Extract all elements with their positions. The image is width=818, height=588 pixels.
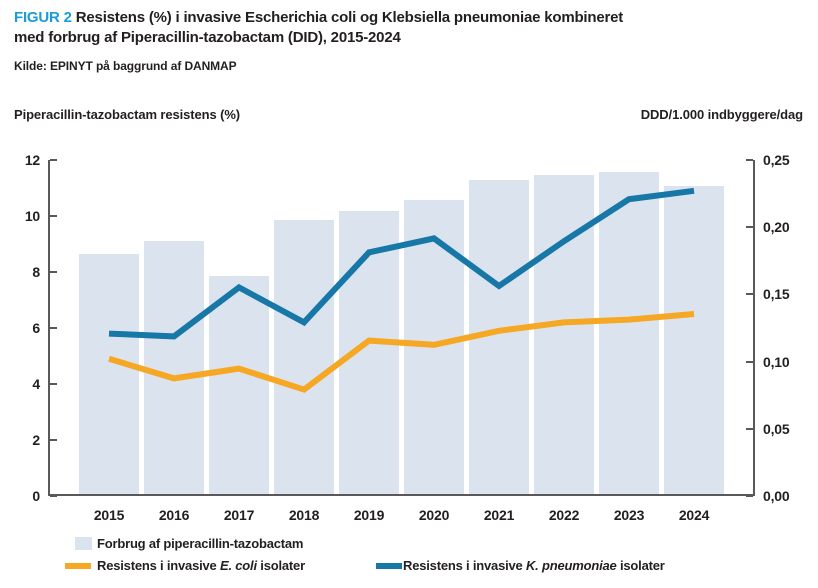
right-axis-line <box>753 160 755 496</box>
left-tick-label: 2 <box>32 432 40 448</box>
right-axis-tick <box>746 293 753 296</box>
left-axis-tick <box>50 271 57 273</box>
legend-consumption-label: Forbrug af piperacillin-tazobactam <box>97 536 304 551</box>
x-axis-line <box>48 494 755 496</box>
figure-source: Kilde: EPINYT på baggrund af DANMAP <box>14 59 237 73</box>
figure-title-text: Resistens (%) i invasive Escherichia col… <box>14 9 624 46</box>
year-label-2019: 2019 <box>353 507 385 523</box>
figure-number: FIGUR 2 <box>14 9 72 26</box>
left-tick-label: 10 <box>24 208 40 224</box>
year-label-2020: 2020 <box>418 507 450 523</box>
year-label-2017: 2017 <box>223 507 255 523</box>
year-label-2022: 2022 <box>548 507 580 523</box>
left-tick-label: 4 <box>32 376 40 392</box>
kpneumoniae-line-swatch <box>376 563 402 569</box>
year-label-2015: 2015 <box>93 507 125 523</box>
right-tick-label: 0,15 <box>763 286 790 303</box>
forbrug-bar-2015 <box>79 254 139 496</box>
legend-ecoli-species: E. coli <box>219 558 257 573</box>
left-axis-title: Piperacillin-tazobactam resistens (%) <box>14 107 241 122</box>
figure-title: FIGUR 2 Resistens (%) i invasive Escheric… <box>14 8 654 48</box>
year-label-2021: 2021 <box>483 507 515 523</box>
legend-kpneumoniae-prefix: Resistens i invasive <box>403 558 526 573</box>
legend-kpneumoniae-suffix: isolater <box>616 558 665 573</box>
legend-ecoli-label: Resistens i invasive E. coli isolater <box>97 558 305 574</box>
right-axis-tick <box>746 159 753 161</box>
left-axis-line <box>48 160 50 496</box>
line-series-layer <box>108 187 695 393</box>
plot-area <box>48 159 755 497</box>
legend-ecoli-prefix: Resistens i invasive <box>97 558 220 573</box>
year-label-2016: 2016 <box>158 507 190 523</box>
left-axis-tick <box>50 383 57 385</box>
left-axis-tick <box>50 495 57 497</box>
forbrug-bar-2018 <box>274 220 334 496</box>
left-tick-label: 6 <box>32 320 40 336</box>
year-label-2018: 2018 <box>288 507 320 523</box>
ecoli-line <box>108 311 695 393</box>
year-label-2024: 2024 <box>678 507 710 523</box>
legend-ecoli-suffix: isolater <box>256 558 305 573</box>
forbrug-bar-2017 <box>209 275 269 496</box>
right-tick-label: 0,00 <box>763 488 790 504</box>
left-tick-label: 8 <box>32 264 40 280</box>
right-tick-label: 0,05 <box>763 420 790 437</box>
consumption-bar-swatch <box>75 537 92 550</box>
left-axis-tick <box>50 439 57 441</box>
right-axis-tick <box>746 495 753 497</box>
right-axis-title: DDD/1.000 indbyggere/dag <box>640 107 803 122</box>
left-axis-tick <box>50 215 57 217</box>
forbrug-bar-2016 <box>144 240 204 496</box>
forbrug-bar-2024 <box>664 185 724 496</box>
right-tick-label: 0,20 <box>763 219 790 236</box>
legend-kpneumoniae-species: K. pneumoniae <box>525 558 617 573</box>
right-tick-label: 0,25 <box>763 152 790 168</box>
left-tick-label: 0 <box>32 488 40 504</box>
year-label-2023: 2023 <box>613 507 645 523</box>
kpneumoniae-line <box>108 187 695 340</box>
right-axis-tick <box>746 226 753 229</box>
right-axis-tick <box>746 427 753 430</box>
right-tick-label: 0,10 <box>763 353 790 370</box>
forbrug-bar-2023 <box>599 172 659 496</box>
ecoli-line-swatch <box>65 563 91 569</box>
left-tick-label: 12 <box>24 152 40 168</box>
right-axis-tick <box>746 360 753 363</box>
legend-kpneumoniae-label: Resistens i invasive K. pneumoniae isola… <box>403 558 665 574</box>
left-axis-tick <box>50 327 57 329</box>
left-axis-tick <box>50 159 57 161</box>
